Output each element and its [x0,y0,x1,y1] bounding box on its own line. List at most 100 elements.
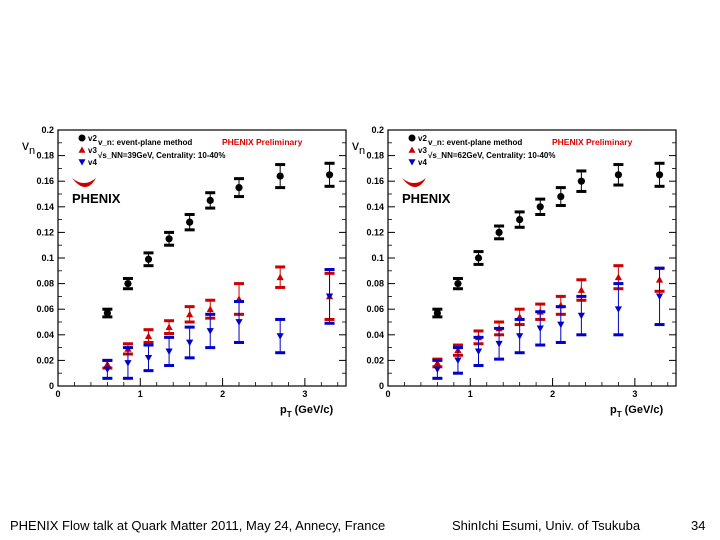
method-annotation: v_n: event-plane method [98,138,192,147]
y-tick-label: 0.2 [41,125,54,135]
point-v2 [143,251,154,268]
sys-cap-top-v2 [164,230,175,234]
y-tick-label: 0.12 [366,227,384,237]
sys-cap-bottom-v4 [576,333,587,337]
point-v2 [324,161,335,188]
sys-cap-bottom-v2 [535,212,546,216]
point-v4 [122,346,133,380]
point-v4 [514,317,525,355]
marker-v3 [144,332,153,339]
sys-cap-top-v2 [205,191,216,195]
sys-cap-bottom-v2 [613,183,624,187]
sys-cap-top-v3 [164,319,175,323]
marker-v4 [235,319,243,326]
point-v4 [102,358,113,380]
marker-v2 [557,192,565,201]
y-axis-label-sub: n [29,145,35,157]
y-tick-label: 0.2 [371,125,384,135]
sys-cap-top-v3 [143,328,154,332]
sys-cap-bottom-v4 [452,371,463,375]
point-v2 [576,169,587,193]
sys-cap-top-v2 [613,163,624,167]
sys-cap-bottom-v3 [143,340,154,344]
sys-cap-top-v2 [275,163,286,167]
v-n-chart-39gev: 0 0.02 0.04 0.06 0.08 0.1 0.12 0.14 0.16 0.18 0.2 0… [22,125,347,419]
talk-footer: PHENIX Flow talk at Quark Matter 2011, M… [10,518,386,533]
sys-cap-bottom-v2 [205,206,216,210]
x-tick-label: 2 [220,389,225,399]
marker-v4 [103,366,111,373]
marker-v2 [144,255,153,263]
sys-cap-top-v4 [654,266,665,270]
sys-cap-bottom-v2 [164,243,175,247]
marker-v3 [165,323,173,330]
sys-cap-top-v3 [184,305,195,309]
y-tick-label: 0.06 [36,304,54,314]
sys-cap-bottom-v4 [275,351,286,355]
legend-marker-v2 [408,134,416,142]
x-tick-label: 1 [468,389,473,399]
marker-v4 [276,333,284,340]
sys-cap-bottom-v4 [184,356,195,360]
point-v4 [535,310,546,347]
sys-cap-top-v4 [494,326,505,330]
y-tick-label: 0.12 [36,227,54,237]
marker-v2 [433,309,441,317]
x-axis-label-sub: T [617,410,622,419]
x-tick-label: 1 [138,389,143,399]
point-v2 [205,191,216,210]
y-tick-label: 0.02 [36,355,54,365]
marker-v2 [577,177,585,185]
point-v3 [275,265,286,289]
x-axis-label-unit: (GeV/c) [295,404,334,416]
x-axis-label-unit: (GeV/c) [625,404,664,416]
sys-cap-top-v2 [452,276,463,280]
y-tick-label: 0.04 [366,330,384,340]
marker-v4 [454,357,462,364]
sys-cap-bottom-v4 [234,340,245,344]
marker-v4 [536,325,544,332]
preliminary-label: PHENIX Preliminary [552,137,633,147]
marker-v3 [577,286,585,293]
marker-v4 [325,293,334,300]
sys-cap-bottom-v2 [122,287,133,291]
point-v4 [452,346,463,375]
x-tick-label: 0 [385,389,390,399]
sys-cap-bottom-v2 [514,225,525,229]
y-axis-label: vn [22,137,35,157]
marker-v4 [124,360,132,367]
sys-cap-bottom-v4 [122,376,133,380]
y-tick-label: 0.04 [36,330,54,340]
sys-cap-top-v2 [102,307,113,311]
x-axis-label: pT (GeV/c) [610,404,663,419]
marker-v2 [186,218,194,226]
marker-v2 [276,172,284,180]
y-tick-label: 0.18 [36,151,54,161]
sys-cap-top-v4 [452,346,463,350]
sys-cap-top-v3 [514,307,525,311]
marker-v2 [235,184,243,192]
point-v2 [234,177,245,199]
sys-cap-bottom-v2 [324,184,335,188]
point-v4 [432,358,443,380]
y-axis-label-sub: n [359,145,365,157]
x-tick-label: 3 [632,389,637,399]
marker-v4 [495,340,503,348]
point-v4 [275,317,286,355]
sys-cap-top-v2 [143,251,154,255]
y-axis-label: vn [352,137,365,157]
sys-cap-bottom-v2 [654,184,665,188]
sys-cap-top-v3 [452,343,463,347]
sys-cap-top-v3 [205,298,216,302]
marker-v3 [186,310,194,318]
point-v3 [164,319,175,336]
sys-cap-bottom-v4 [654,323,665,327]
sys-cap-top-v2 [514,210,525,214]
legend-label-v4: v4 [88,158,97,167]
sys-cap-top-v2 [324,161,335,165]
point-v2 [184,212,195,232]
point-v4 [613,282,624,337]
x-axis-label: pT (GeV/c) [280,404,333,419]
point-v2 [275,163,286,190]
sys-cap-bottom-v2 [275,186,286,190]
